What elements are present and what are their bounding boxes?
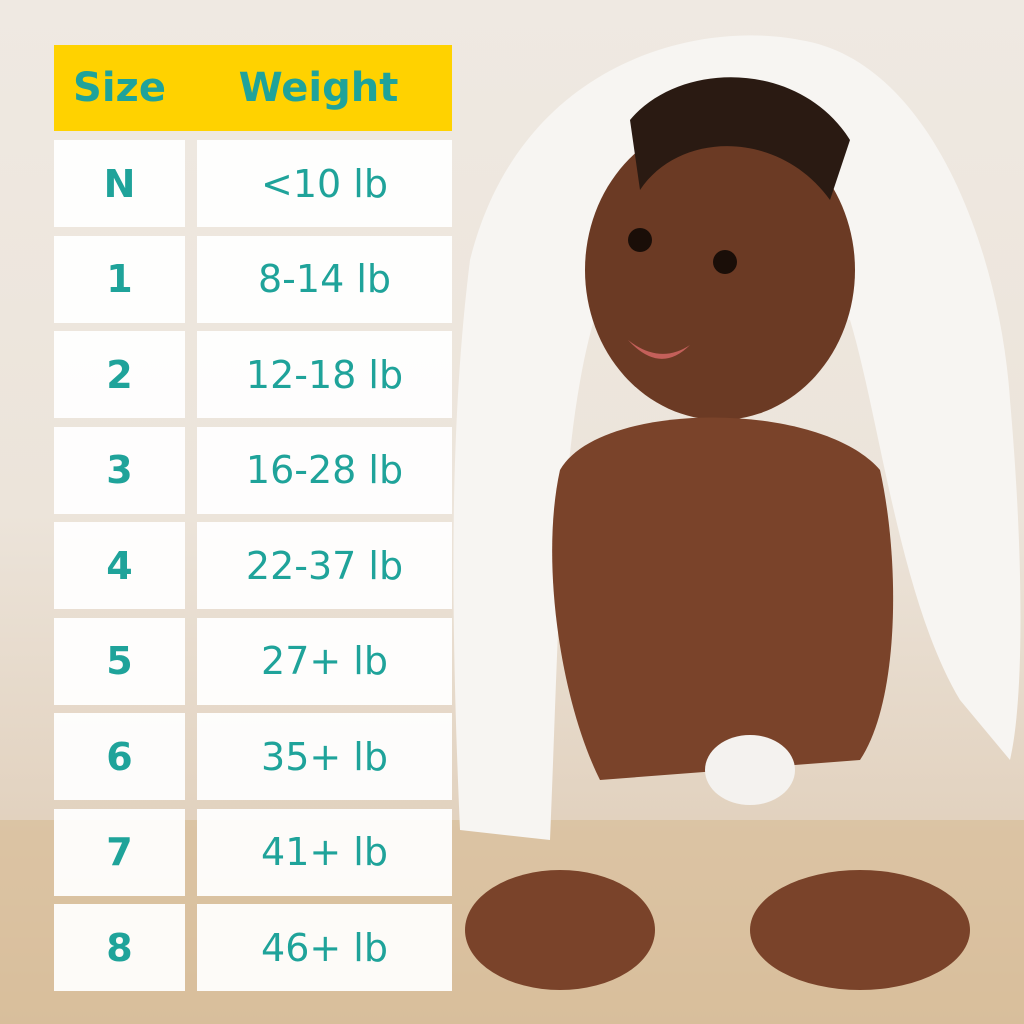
weight-cell: 22-37 lb bbox=[197, 522, 452, 609]
table-header: Size Weight bbox=[54, 45, 452, 131]
size-cell: 8 bbox=[54, 904, 185, 991]
table-row: 1 8-14 lb bbox=[54, 235, 452, 323]
table-row: 5 27+ lb bbox=[54, 617, 452, 705]
weight-cell: 41+ lb bbox=[197, 808, 452, 896]
table-row: 7 41+ lb bbox=[54, 808, 452, 896]
table-row: N <10 lb bbox=[54, 140, 452, 227]
size-cell: 6 bbox=[54, 713, 185, 800]
header-size: Size bbox=[73, 65, 166, 111]
weight-cell: 35+ lb bbox=[197, 713, 452, 800]
weight-cell: 8-14 lb bbox=[197, 235, 452, 323]
table-row: 6 35+ lb bbox=[54, 713, 452, 800]
table-row: 8 46+ lb bbox=[54, 904, 452, 991]
weight-cell: 46+ lb bbox=[197, 904, 452, 991]
size-chart-table: Size Weight N <10 lb 1 8-14 lb 2 12-18 lb 3… bbox=[54, 45, 452, 991]
header-weight: Weight bbox=[238, 65, 399, 111]
size-cell: 7 bbox=[54, 808, 185, 896]
size-cell: 5 bbox=[54, 617, 185, 705]
weight-cell: 12-18 lb bbox=[197, 331, 452, 418]
table-row: 3 16-28 lb bbox=[54, 426, 452, 514]
weight-cell: <10 lb bbox=[197, 140, 452, 227]
size-cell: 3 bbox=[54, 426, 185, 514]
table-row: 2 12-18 lb bbox=[54, 331, 452, 418]
size-cell: 2 bbox=[54, 331, 185, 418]
table-row: 4 22-37 lb bbox=[54, 522, 452, 609]
size-cell: 4 bbox=[54, 522, 185, 609]
weight-cell: 16-28 lb bbox=[197, 426, 452, 514]
size-cell: N bbox=[54, 140, 185, 227]
size-cell: 1 bbox=[54, 235, 185, 323]
weight-cell: 27+ lb bbox=[197, 617, 452, 705]
